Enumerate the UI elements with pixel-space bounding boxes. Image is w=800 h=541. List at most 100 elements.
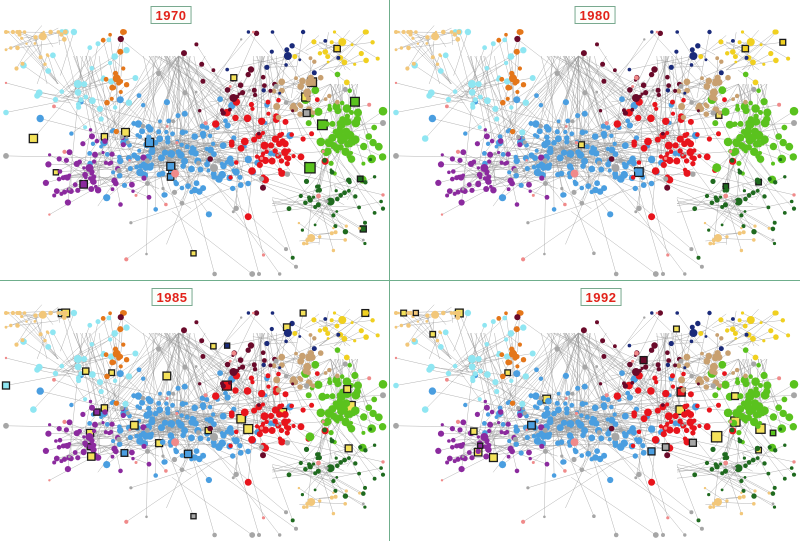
network-graph-1985 xyxy=(1,304,388,538)
node xyxy=(3,422,9,429)
node xyxy=(750,417,759,427)
edge xyxy=(683,93,705,118)
node xyxy=(441,310,446,316)
highlighted-node xyxy=(243,423,254,435)
node xyxy=(116,370,124,378)
node xyxy=(494,144,499,149)
node xyxy=(371,124,378,131)
node xyxy=(175,385,181,391)
highlighted-node xyxy=(28,133,39,144)
node xyxy=(513,96,521,104)
edge xyxy=(202,81,234,127)
node xyxy=(161,186,165,191)
node xyxy=(336,398,342,403)
edge xyxy=(45,434,106,452)
edge xyxy=(578,426,633,432)
node xyxy=(57,169,63,174)
node xyxy=(378,106,388,116)
node xyxy=(188,434,195,442)
node xyxy=(266,384,271,389)
hub-node xyxy=(38,310,47,319)
node xyxy=(212,120,220,128)
node xyxy=(363,180,368,185)
node xyxy=(564,125,568,128)
node xyxy=(483,404,490,411)
edge xyxy=(676,312,701,346)
node xyxy=(640,415,648,423)
node xyxy=(712,120,719,127)
node xyxy=(91,442,97,448)
node xyxy=(742,189,746,193)
node xyxy=(200,354,206,359)
node xyxy=(452,89,458,94)
node xyxy=(125,438,129,441)
node xyxy=(379,466,383,470)
node xyxy=(192,416,197,422)
node xyxy=(249,271,256,277)
node xyxy=(683,91,687,95)
edge xyxy=(603,81,637,127)
node xyxy=(582,90,588,96)
edge xyxy=(257,332,272,417)
node xyxy=(451,169,456,174)
node xyxy=(200,78,206,84)
node xyxy=(494,116,500,122)
edge xyxy=(524,77,637,151)
edge xyxy=(549,332,579,434)
node xyxy=(634,75,639,80)
node xyxy=(532,120,540,128)
node xyxy=(635,114,642,122)
node xyxy=(681,154,684,157)
node xyxy=(96,105,104,112)
edge xyxy=(224,33,257,106)
node xyxy=(161,454,165,458)
node xyxy=(267,412,275,420)
node xyxy=(753,386,759,392)
node xyxy=(135,404,140,409)
node xyxy=(314,380,323,389)
node xyxy=(248,88,252,92)
node xyxy=(592,416,597,422)
edge xyxy=(471,353,533,364)
edge xyxy=(586,332,611,440)
edge xyxy=(178,55,182,156)
node xyxy=(665,402,670,407)
edge xyxy=(272,448,349,471)
node xyxy=(267,420,274,426)
node xyxy=(112,378,118,383)
edge xyxy=(272,198,293,258)
node xyxy=(231,476,235,480)
edge xyxy=(233,98,255,147)
node xyxy=(426,366,433,373)
node xyxy=(565,118,571,124)
node xyxy=(243,114,252,123)
node xyxy=(259,156,264,160)
node xyxy=(478,175,483,180)
node xyxy=(750,457,756,463)
node xyxy=(785,413,794,422)
node xyxy=(676,135,684,143)
edge xyxy=(517,38,631,127)
edge xyxy=(346,447,361,467)
node xyxy=(668,64,674,70)
node xyxy=(519,129,526,136)
edge xyxy=(178,332,182,425)
node xyxy=(687,391,694,398)
node xyxy=(621,142,629,150)
node xyxy=(294,76,298,81)
node xyxy=(760,98,768,106)
node xyxy=(472,371,478,377)
node xyxy=(729,427,735,433)
edge xyxy=(508,51,518,141)
node xyxy=(752,79,759,86)
node xyxy=(405,66,410,71)
node xyxy=(681,371,686,377)
node xyxy=(634,210,638,214)
edge xyxy=(636,372,659,418)
node xyxy=(358,226,362,230)
node xyxy=(520,324,527,331)
node xyxy=(273,358,279,364)
edge xyxy=(92,332,180,415)
node xyxy=(256,131,261,136)
node xyxy=(566,432,574,439)
